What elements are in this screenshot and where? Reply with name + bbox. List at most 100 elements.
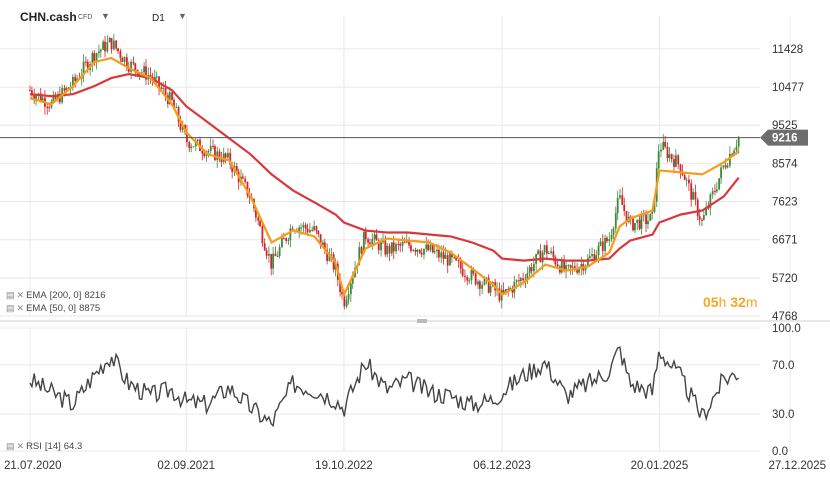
candle-body xyxy=(373,234,376,239)
candle-body xyxy=(616,197,619,214)
candle-body xyxy=(651,211,654,214)
candle-body xyxy=(694,191,697,200)
timeframe-dropdown-icon[interactable]: ▼ xyxy=(178,11,187,21)
candle-body xyxy=(657,151,660,169)
candle-body xyxy=(649,213,652,221)
candle-body xyxy=(153,77,156,81)
candle-body xyxy=(560,260,563,273)
candle-body xyxy=(668,154,671,159)
candle-body xyxy=(86,61,89,70)
instrument-type-badge: CFD xyxy=(78,14,93,21)
legend-ema-200-value: 8216 xyxy=(84,290,106,301)
candle-body xyxy=(300,227,302,229)
timeframe-selector[interactable]: D1 xyxy=(152,13,165,24)
candle-body xyxy=(571,266,574,268)
legend-rsi[interactable]: ▤ ✕ RSI [14] 64.3 xyxy=(6,441,82,452)
candle-body xyxy=(285,238,288,241)
ema-50-line xyxy=(29,56,740,298)
candle-body xyxy=(304,224,307,229)
candle-body xyxy=(313,226,315,230)
candle-body xyxy=(735,146,738,151)
candle-body xyxy=(179,121,182,130)
candle-body xyxy=(552,251,555,258)
legend-ema-200[interactable]: ▤ ✕ EMA [200, 0] 8216 xyxy=(6,290,106,301)
candle-body xyxy=(449,252,451,266)
candle-body xyxy=(218,151,221,160)
candle-body xyxy=(160,87,163,89)
candle-body xyxy=(466,276,469,281)
candle-body xyxy=(272,253,275,269)
indicator-remove-icon[interactable]: ✕ xyxy=(16,303,24,313)
candle-body xyxy=(341,292,343,295)
candle-body xyxy=(595,255,598,262)
candle-body xyxy=(550,251,552,254)
candle-body xyxy=(416,249,419,252)
legend-ema-50-value: 8875 xyxy=(79,303,101,314)
candle-body xyxy=(692,191,695,200)
indicator-remove-icon[interactable]: ✕ xyxy=(16,290,24,300)
candle-body xyxy=(149,74,152,77)
ema-200-line xyxy=(29,72,740,262)
candle-body xyxy=(556,264,559,267)
candle-body xyxy=(507,289,510,291)
candle-body xyxy=(74,76,77,81)
indicator-settings-icon[interactable]: ▤ xyxy=(6,441,14,451)
indicator-settings-icon[interactable]: ▤ xyxy=(6,290,14,300)
candle-body xyxy=(528,267,531,274)
symbol-name[interactable]: CHN.cash xyxy=(20,10,77,24)
candle-body xyxy=(63,88,66,91)
candle-body xyxy=(481,284,484,289)
indicator-settings-icon[interactable]: ▤ xyxy=(6,303,14,313)
price-y-tick-label: 11428 xyxy=(772,44,803,56)
candle-body xyxy=(576,270,579,273)
candle-body xyxy=(707,207,710,209)
candle-body xyxy=(347,294,350,300)
candle-body xyxy=(405,240,408,243)
candle-body xyxy=(705,207,708,216)
candle-body xyxy=(477,281,479,285)
candle-body xyxy=(190,146,193,149)
legend-ema-200-params: [200, 0] xyxy=(49,290,82,301)
legend-ema-50[interactable]: ▤ ✕ EMA [50, 0] 8875 xyxy=(6,303,100,314)
candle-body xyxy=(578,267,580,273)
candle-body xyxy=(530,267,533,272)
candle-body xyxy=(54,94,57,100)
candle-body xyxy=(289,228,292,240)
candle-body xyxy=(173,99,175,108)
symbol-dropdown-icon[interactable]: ▼ xyxy=(101,11,110,21)
candle-body xyxy=(382,240,384,243)
candle-body xyxy=(345,299,348,307)
candle-body xyxy=(330,254,333,256)
legend-ema-50-params: [50, 0] xyxy=(49,303,77,314)
legend-rsi-value: 64.3 xyxy=(63,441,83,452)
candle-body xyxy=(395,243,397,252)
panel-resize-handle[interactable] xyxy=(417,319,427,323)
rsi-line xyxy=(29,346,740,428)
candle-body xyxy=(711,190,714,195)
candle-body xyxy=(461,268,464,276)
candle-body xyxy=(306,228,309,233)
candle-body xyxy=(718,178,721,190)
candle-body xyxy=(308,229,311,233)
candle-body xyxy=(110,38,113,50)
countdown-hours-unit: h xyxy=(718,294,727,310)
price-y-tick-label: 9525 xyxy=(772,120,798,132)
candle-body xyxy=(698,215,701,220)
candle-body xyxy=(102,41,105,50)
candle-body xyxy=(386,245,389,255)
candle-body xyxy=(201,151,204,154)
legend-rsi-label: RSI xyxy=(26,441,42,452)
candle-body xyxy=(464,275,466,277)
current-price-tag-shape xyxy=(760,129,808,146)
candle-body xyxy=(380,242,382,251)
legend-ema-50-label: EMA xyxy=(26,303,47,314)
candle-body xyxy=(317,230,320,235)
candle-body xyxy=(459,261,462,269)
indicator-remove-icon[interactable]: ✕ xyxy=(16,441,24,451)
candle-body xyxy=(298,227,301,232)
candle-body xyxy=(472,270,475,274)
candle-body xyxy=(412,250,415,252)
candle-body xyxy=(227,152,229,158)
candle-body xyxy=(478,281,481,289)
